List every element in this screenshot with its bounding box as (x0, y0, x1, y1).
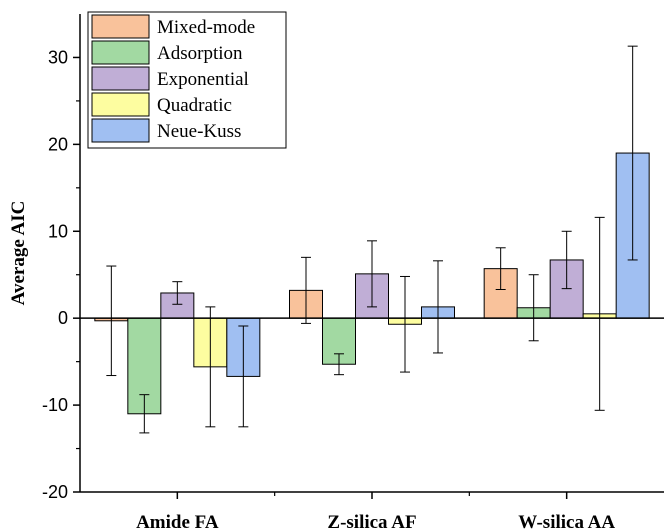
legend-swatch (91, 66, 150, 91)
legend-label: Mixed-mode (157, 17, 255, 38)
x-tick-label: Amide FA (136, 512, 219, 532)
y-axis-ticks: -20 -10 0 10 20 30 (42, 47, 80, 502)
legend-swatch (91, 14, 150, 39)
x-tick-label: W-silica AA (518, 512, 615, 532)
y-tick-label: 10 (48, 221, 68, 241)
legend-label: Neue-Kuss (157, 121, 241, 142)
y-tick-label: -10 (42, 395, 68, 415)
legend-swatch (91, 92, 150, 117)
y-tick-label: 0 (58, 308, 68, 328)
y-tick-label: -20 (42, 482, 68, 502)
y-axis-title: Average AIC (8, 201, 29, 306)
legend-label: Exponential (157, 69, 249, 90)
legend-swatch (91, 40, 150, 65)
x-tick-label: Z-silica AF (327, 512, 416, 532)
y-tick-label: 20 (48, 134, 68, 154)
y-tick-label: 30 (48, 47, 68, 67)
error-bars-group (106, 45, 638, 434)
legend: Mixed-mode Adsorption Exponential Quadratic… (87, 11, 287, 149)
x-axis-ticks: Amide FA Z-silica AF W-silica AA (136, 492, 615, 532)
legend-label: Adsorption (157, 43, 243, 64)
legend-swatch (91, 118, 150, 143)
legend-label: Quadratic (157, 95, 232, 116)
